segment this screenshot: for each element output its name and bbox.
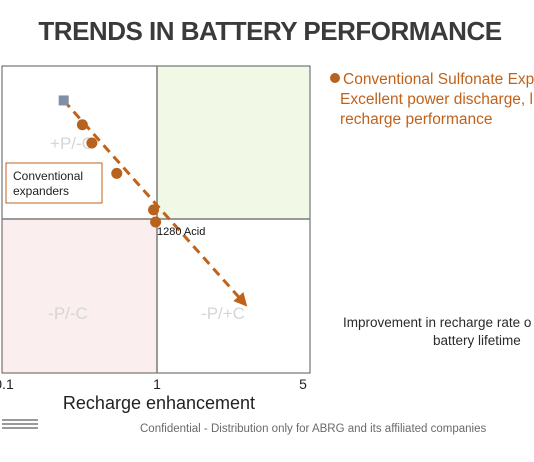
x-tick-1: 1: [153, 376, 161, 392]
legend-dot-icon: [330, 73, 340, 83]
quadrant-label-neg-p-pos-c: -P/+C: [201, 304, 245, 323]
quadrant-bottom-left: [2, 219, 157, 373]
data-point-1: [76, 119, 88, 131]
x-axis-label: Recharge enhancement: [63, 393, 255, 413]
trend-arrow: [62, 99, 248, 307]
callout-line-1: Conventional: [13, 169, 83, 183]
reference-label: 1280 Acid: [157, 226, 205, 238]
callout-box: [5, 162, 103, 204]
company-logo: [2, 419, 38, 435]
data-point-3: [111, 167, 123, 179]
legend-line-1: Conventional Sulfonate Exp: [343, 71, 534, 88]
legend-line-2: Excellent power discharge, l: [340, 91, 533, 108]
x-tick-5: 5: [299, 376, 307, 392]
quadrant-label-pos-p-neg-c: +P/-C: [50, 134, 94, 153]
side-note-line-2: battery lifetime: [433, 333, 521, 348]
quadrant-bottom-right: [157, 219, 310, 373]
quadrant-top-right: [157, 66, 310, 219]
data-point-2: [86, 137, 98, 149]
side-note: Improvement in recharge rate o battery l…: [343, 314, 534, 350]
legend: Conventional Sulfonate Exp Excellent pow…: [330, 70, 534, 130]
x-tick-0.1: 0.1: [0, 376, 14, 392]
data-point-5: [150, 216, 162, 228]
legend-line-3: recharge performance: [340, 111, 493, 128]
data-point-4: [148, 204, 160, 216]
side-note-line-1: Improvement in recharge rate o: [343, 315, 532, 330]
chart-title: TRENDS IN BATTERY PERFORMANCE: [38, 16, 502, 46]
footer-confidential: Confidential - Distribution only for ABR…: [140, 423, 487, 435]
legend-entry: Conventional Sulfonate Exp: [330, 70, 534, 90]
data-point-start: [58, 95, 69, 106]
quadrant-label-neg-p-neg-c: -P/-C: [48, 304, 88, 323]
callout-line-2: expanders: [13, 184, 69, 198]
